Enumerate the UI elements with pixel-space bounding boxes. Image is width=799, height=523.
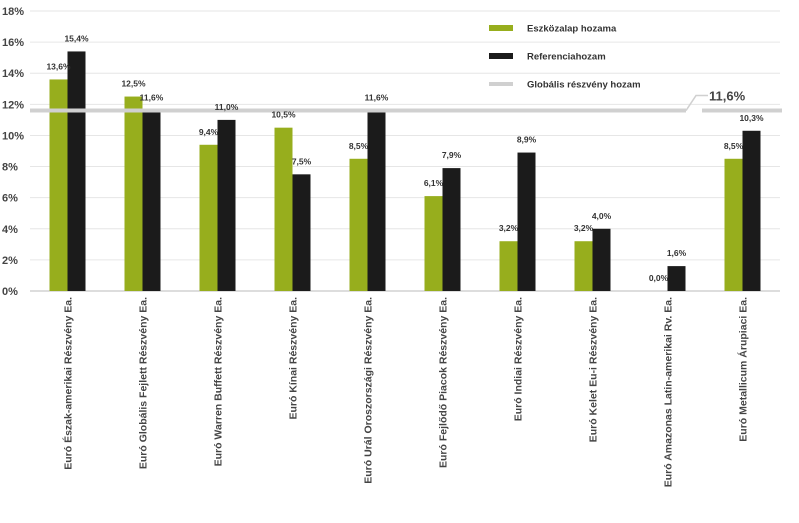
bar-referencia xyxy=(517,152,536,291)
x-axis-categories: Euró Észak-amerikai Részvény Ea. Euró Glo… xyxy=(62,297,750,487)
data-label-eszkozalap: 6,1% xyxy=(424,178,444,188)
legend-swatch-referencia xyxy=(489,53,513,59)
bar-eszkozalap xyxy=(424,196,443,291)
y-tick-label: 0% xyxy=(2,286,18,298)
bar-referencia xyxy=(67,51,86,291)
y-tick-label: 16% xyxy=(2,37,24,49)
legend-swatch-eszkozalap xyxy=(489,25,513,31)
data-label-eszkozalap: 8,5% xyxy=(724,141,744,151)
bar-eszkozalap xyxy=(499,241,518,291)
y-tick-label: 4% xyxy=(2,224,18,236)
y-tick-label: 10% xyxy=(2,130,24,142)
legend-swatch-globalis xyxy=(489,82,513,86)
bar-referencia xyxy=(142,110,161,291)
y-tick-label: 2% xyxy=(2,255,18,267)
data-label-referencia: 11,0% xyxy=(215,102,239,112)
bar-referencia xyxy=(592,228,611,291)
bar-referencia xyxy=(292,174,311,291)
bars xyxy=(49,51,761,292)
bar-referencia xyxy=(367,110,386,291)
data-label-referencia: 4,0% xyxy=(592,211,612,221)
bar-eszkozalap xyxy=(124,96,143,291)
x-category-label: Euró Amazonas Latin-amerikai Rv. Ea. xyxy=(663,297,675,487)
x-category-label: Euró Metallicum Árupiaci Ea. xyxy=(737,297,750,442)
bar-eszkozalap xyxy=(349,158,368,291)
data-label-eszkozalap: 3,2% xyxy=(574,223,594,233)
bar-eszkozalap xyxy=(574,241,593,291)
data-label-referencia: 1,6% xyxy=(667,248,687,258)
legend: Eszközalap hozama Referenciahozam Globál… xyxy=(489,24,641,91)
data-label-referencia: 7,9% xyxy=(442,150,462,160)
bar-eszkozalap xyxy=(199,144,218,291)
reference-line-group: 11,6% xyxy=(30,89,782,113)
x-category-label: Euró Indiai Részvény Ea. xyxy=(513,297,525,421)
legend-label-referencia: Referenciahozam xyxy=(527,52,606,63)
bar-eszkozalap xyxy=(49,79,68,291)
reference-value-label: 11,6% xyxy=(709,89,746,104)
x-category-label: Euró Warren Buffett Részvény Ea. xyxy=(213,297,225,466)
data-label-referencia: 15,4% xyxy=(64,33,89,43)
data-label-eszkozalap: 13,6% xyxy=(46,61,71,71)
legend-label-globalis: Globális részvény hozam xyxy=(527,80,641,91)
y-tick-label: 12% xyxy=(2,99,24,111)
data-label-referencia: 11,6% xyxy=(365,93,389,103)
data-label-referencia: 10,3% xyxy=(739,113,764,123)
data-label-eszkozalap: 12,5% xyxy=(121,79,146,89)
data-labels: 13,6% 15,4% 12,5% 11,6% 9,4% 11,0% 10,5% 7,5% 8,… xyxy=(46,33,764,283)
y-tick-label: 14% xyxy=(2,68,24,80)
bar-referencia xyxy=(667,266,686,291)
bar-referencia xyxy=(442,168,461,291)
y-tick-label: 18% xyxy=(2,6,24,18)
y-tick-label: 8% xyxy=(2,162,18,174)
y-tick-label: 6% xyxy=(2,193,18,205)
bar-referencia xyxy=(217,119,236,291)
x-category-label: Euró Kelet Eu-i Részvény Ea. xyxy=(588,297,600,442)
data-label-eszkozalap: 0,0% xyxy=(649,273,669,283)
x-category-label: Euró Kínai Részvény Ea. xyxy=(288,297,300,420)
y-axis-ticks: 0% 2% 4% 6% 8% 10% 12% 14% 16% 18% xyxy=(2,6,24,298)
reference-callout-leader xyxy=(685,94,708,111)
x-category-label: Euró Globális Fejlett Részvény Ea. xyxy=(138,297,150,469)
data-label-referencia: 11,6% xyxy=(140,93,164,103)
bar-eszkozalap xyxy=(274,127,293,292)
x-category-label: Euró Urál Oroszországi Részvény Ea. xyxy=(363,297,375,484)
data-label-eszkozalap: 10,5% xyxy=(271,110,296,120)
x-category-label: Euró Észak-amerikai Részvény Ea. xyxy=(62,297,75,470)
data-label-referencia: 8,9% xyxy=(517,135,537,145)
data-label-eszkozalap: 8,5% xyxy=(349,141,369,151)
x-category-label: Euró Fejlődő Piacok Részvény Ea. xyxy=(438,297,450,468)
bar-referencia xyxy=(742,130,761,291)
data-label-eszkozalap: 3,2% xyxy=(499,223,519,233)
legend-label-eszkozalap: Eszközalap hozama xyxy=(527,24,617,35)
bar-eszkozalap xyxy=(724,158,743,291)
data-label-eszkozalap: 9,4% xyxy=(199,127,219,137)
data-label-referencia: 7,5% xyxy=(292,156,312,166)
